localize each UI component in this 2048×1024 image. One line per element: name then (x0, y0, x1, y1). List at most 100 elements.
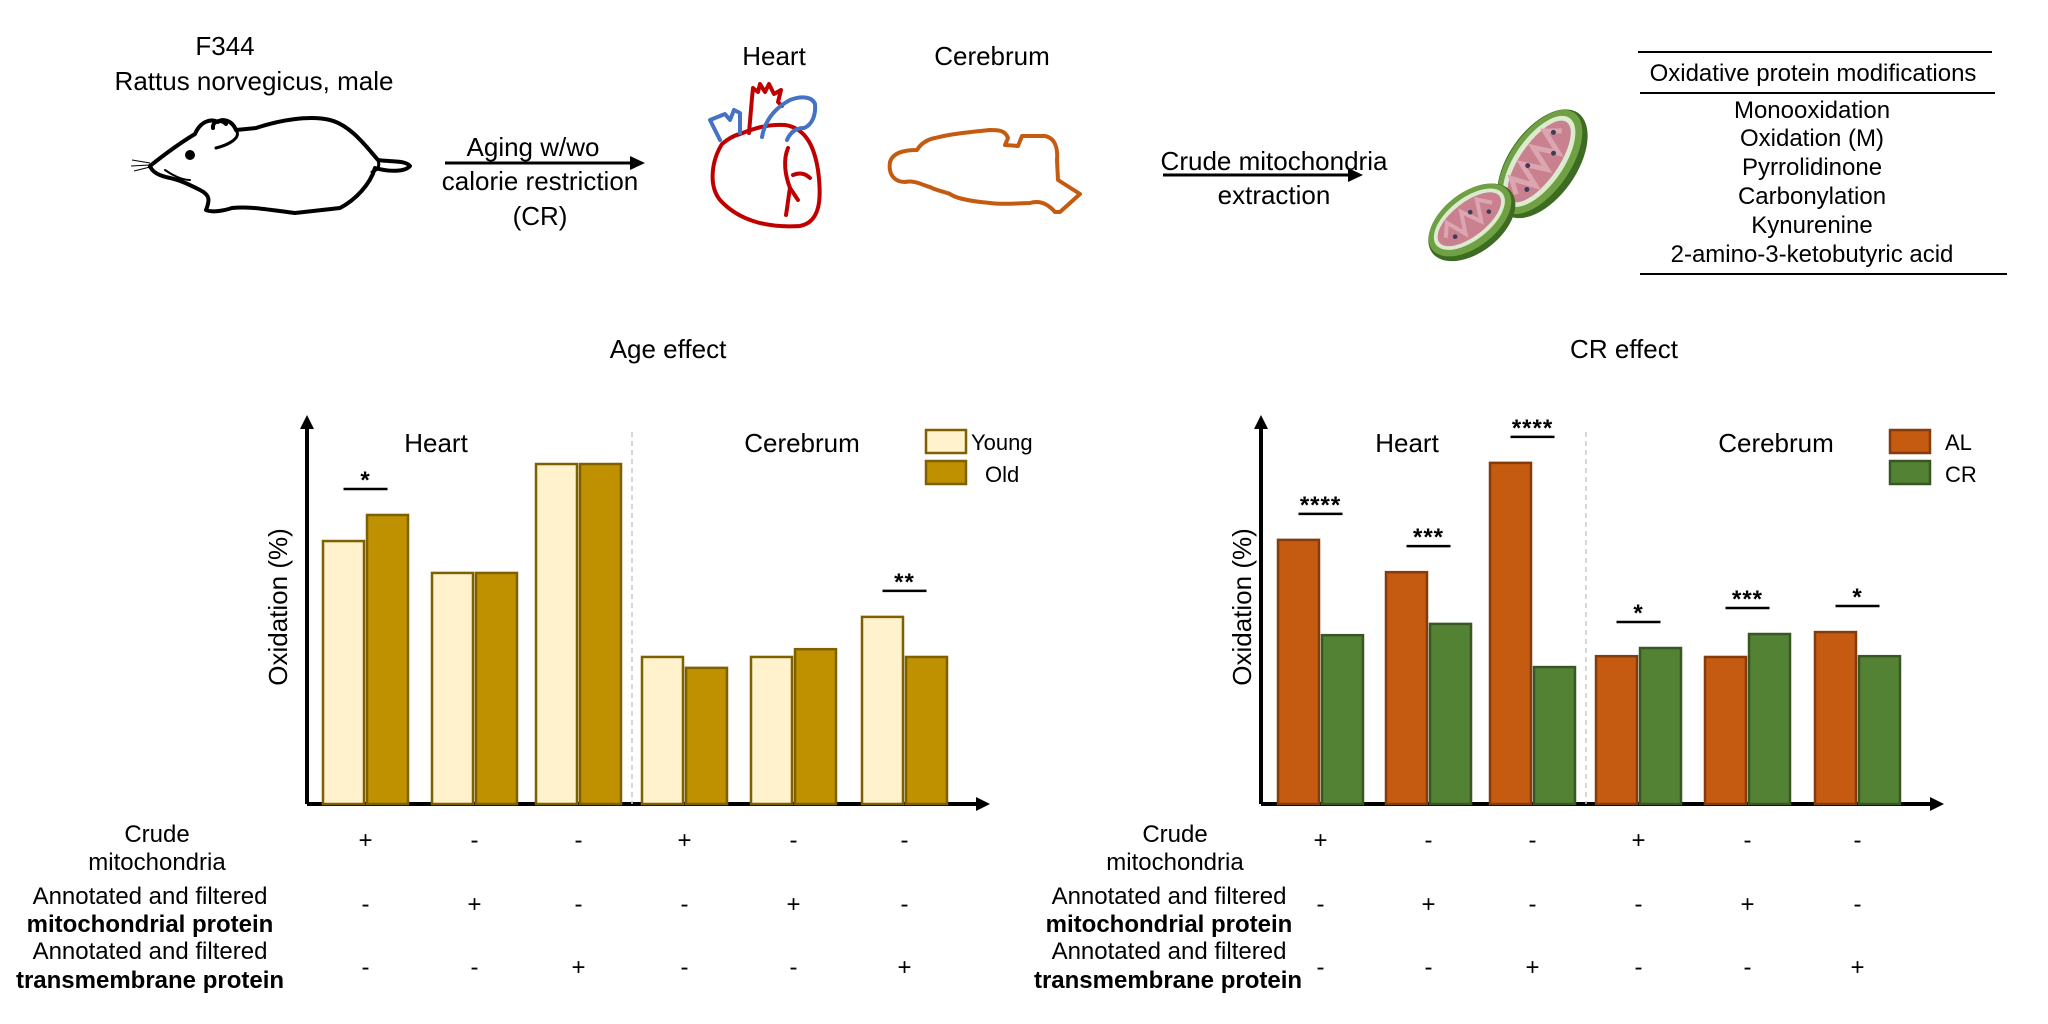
row-label-mito-line1: Annotated and filtered (1051, 883, 1287, 910)
strain-label: F344 (195, 31, 255, 61)
condition-mito-symbol: + (786, 891, 801, 918)
bar-young (534, 462, 579, 806)
legend-label-old: Old (985, 462, 1020, 487)
panel-label-heart: Heart (1375, 428, 1439, 458)
bar-al (1276, 538, 1321, 806)
species-label: Rattus norvegicus, male (114, 66, 394, 96)
condition-tm-symbol: - (361, 954, 370, 981)
bar-al (1488, 461, 1533, 806)
bar-cr (1320, 633, 1365, 806)
arrow-aging (445, 156, 645, 170)
condition-tm-symbol: - (1424, 954, 1433, 981)
brain-icon (887, 128, 1082, 214)
bar-young (749, 655, 794, 806)
table-row: Pyrrolidinone (1741, 154, 1883, 181)
rat-eye-icon (185, 150, 195, 160)
bar-old (474, 571, 519, 806)
row-label-tm-line2: transmembrane protein (15, 967, 285, 994)
condition-crude-symbol: + (358, 827, 373, 854)
condition-crude-symbol: + (1313, 827, 1328, 854)
bar-al (1594, 654, 1639, 806)
significance-label: ** (894, 568, 915, 596)
condition-mito-symbol: - (1634, 891, 1643, 918)
condition-mito-symbol: - (680, 891, 689, 918)
condition-tm-symbol: - (789, 954, 798, 981)
condition-crude-symbol: - (1424, 827, 1433, 854)
condition-tm-symbol: + (897, 954, 912, 981)
legend-label-cr: CR (1945, 462, 1977, 487)
table-row: 2-amino-3-ketobutyric acid (1670, 241, 1954, 268)
condition-tm-symbol: + (1525, 954, 1540, 981)
significance-label: *** (1412, 524, 1445, 552)
bar-al (1384, 570, 1429, 806)
extraction-label-line1: Crude mitochondria (1160, 146, 1388, 176)
bar-old (365, 513, 410, 806)
bar-young (321, 539, 366, 806)
condition-crude-symbol: - (1743, 827, 1752, 854)
heart-icon (708, 82, 822, 229)
significance-label: * (1633, 600, 1644, 627)
table-row: Monooxidation (1733, 97, 1891, 124)
table-row: Carbonylation (1737, 183, 1887, 210)
bar-old (578, 462, 623, 806)
condition-mito-symbol: - (900, 891, 909, 918)
table-bottom-rule (1640, 273, 2007, 275)
age-effect-title: Age effect (609, 334, 727, 364)
legend-swatch-cr (1888, 459, 1932, 486)
bar-cr (1857, 654, 1902, 806)
aging-label-line2: calorie restriction (441, 166, 639, 196)
condition-mito-symbol: - (1853, 891, 1862, 918)
row-label-crude-line2: mitochondria (1106, 849, 1244, 876)
condition-mito-symbol: + (1740, 891, 1755, 918)
condition-crude-symbol: - (470, 827, 479, 854)
condition-tm-symbol: - (470, 954, 479, 981)
y-axis-label: Oxidation (%) (1227, 528, 1257, 686)
panel-label-cerebrum: Cerebrum (1718, 428, 1834, 458)
bar-al (1813, 630, 1858, 806)
legend-swatch-old (924, 459, 968, 486)
bar-young (860, 615, 905, 806)
bar-old (684, 666, 729, 806)
mitochondria-icon (1428, 109, 1588, 262)
table-row: Kynurenine (1751, 212, 1873, 239)
significance-label: **** (1299, 491, 1342, 519)
row-label-tm-line2: transmembrane protein (1033, 967, 1303, 994)
condition-crude-symbol: - (574, 827, 583, 854)
table-header: Oxidative protein modifications (1649, 60, 1977, 87)
bar-al (1703, 655, 1748, 806)
table-top-rule (1638, 51, 1992, 53)
row-label-tm-line1: Annotated and filtered (1051, 938, 1287, 965)
arrow-extraction (1163, 168, 1363, 182)
condition-tm-symbol: - (1634, 954, 1643, 981)
bar-young (640, 655, 685, 806)
rat-whiskers-icon (130, 159, 151, 172)
bar-cr (1747, 632, 1792, 806)
table-row: Oxidation (M) (1739, 125, 1885, 152)
aging-label-line3: (CR) (512, 201, 568, 231)
condition-crude-symbol: - (789, 827, 798, 854)
legend-label-young: Young (971, 430, 1033, 455)
condition-crude-symbol: - (900, 827, 909, 854)
significance-label: *** (1731, 586, 1764, 613)
significance-label: * (360, 466, 371, 494)
condition-mito-symbol: - (361, 891, 370, 918)
panel-label-cerebrum: Cerebrum (744, 428, 860, 458)
organ-heart-label: Heart (742, 41, 806, 71)
y-axis-arrow-icon (1254, 415, 1268, 429)
legend-swatch-al (1888, 428, 1932, 455)
condition-tm-symbol: + (1850, 954, 1865, 981)
table-mid-rule (1640, 92, 1995, 94)
significance-label: * (1852, 584, 1863, 612)
condition-mito-symbol: - (574, 891, 583, 918)
row-label-mito-line1: Annotated and filtered (32, 883, 268, 910)
condition-tm-symbol: - (1743, 954, 1752, 981)
row-label-crude-line1: Crude (1142, 821, 1208, 848)
bar-cr (1428, 622, 1473, 806)
row-label-crude-line1: Crude (124, 821, 190, 848)
bar-old (793, 647, 838, 806)
condition-crude-symbol: - (1528, 827, 1537, 854)
x-axis-arrow-icon (976, 797, 990, 811)
